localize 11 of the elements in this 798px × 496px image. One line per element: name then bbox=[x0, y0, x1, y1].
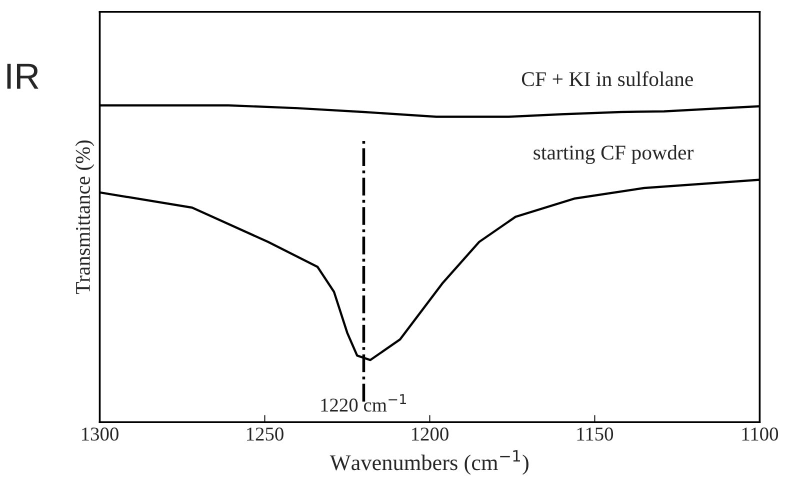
x-axis-title: Wavenumbers (cm$^{−1}$) bbox=[330, 450, 528, 475]
series-label: starting CF powder bbox=[534, 144, 694, 164]
x-tick-label: 1150 bbox=[577, 428, 614, 441]
x-tick-label: 1300 bbox=[82, 428, 118, 441]
y-axis-title: Transmittance (%) bbox=[75, 140, 94, 294]
x-tick-label: 1100 bbox=[742, 428, 778, 441]
x-tick-label: 1200 bbox=[412, 428, 448, 441]
x-tick-label: 1250 bbox=[247, 428, 284, 441]
ref-line-label: 1220 cm$^{−1}$ bbox=[321, 394, 406, 412]
text: IR bbox=[7, 64, 38, 89]
series-label: CF + KI in sulfolane bbox=[522, 71, 693, 86]
